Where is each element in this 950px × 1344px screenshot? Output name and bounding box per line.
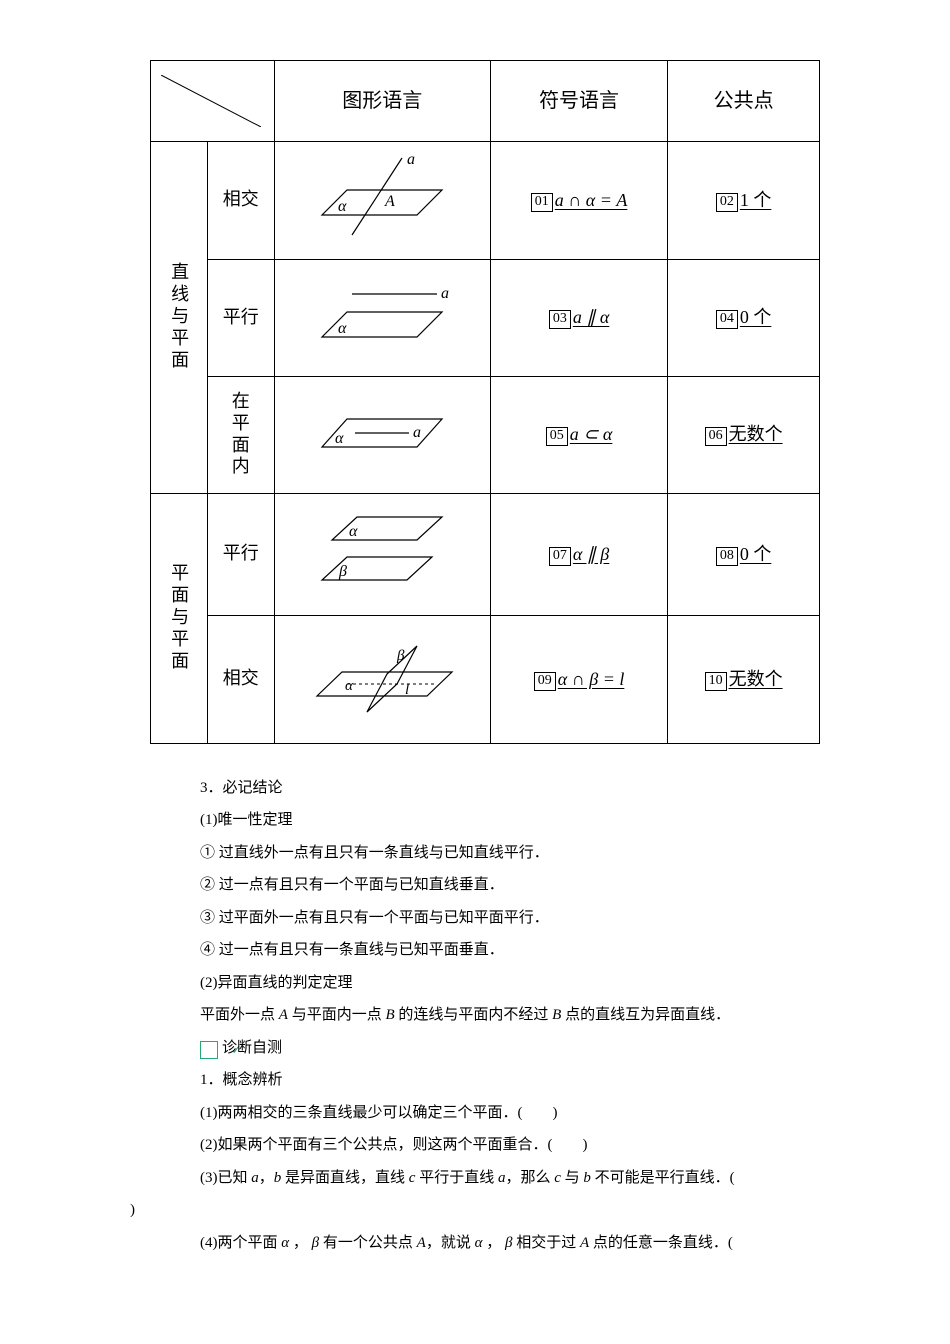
row-line-inside: 在平面内 a α 05a ⊂ α 06无数个 (151, 376, 820, 493)
points-4: 080 个 (668, 493, 820, 616)
symbol-5: 09α ∩ β = l (490, 616, 667, 744)
row-plane-intersect: 相交 α β l 09α ∩ β = l 10无数个 (151, 616, 820, 744)
s3-2-body: 平面外一点 A 与平面内一点 B 的连线与平面内不经过 B 点的直线互为异面直线… (170, 1001, 840, 1030)
header-points: 公共点 (668, 61, 820, 142)
q1-2: (2)如果两个平面有三个公共点，则这两个平面重合．( ) (170, 1131, 840, 1160)
header-symbol: 符号语言 (490, 61, 667, 142)
s3-1-1: ① 过直线外一点有且只有一条直线与已知直线平行． (170, 839, 840, 868)
sub-parallel: 平行 (207, 259, 274, 376)
q1-1: (1)两两相交的三条直线最少可以确定三个平面．( ) (170, 1099, 840, 1128)
sub-pp-parallel: 平行 (207, 493, 274, 616)
symbol-1: 01a ∩ α = A (490, 142, 667, 260)
q1-3-close: ) (130, 1196, 870, 1225)
svg-text:l: l (405, 682, 409, 698)
symbol-2: 03a ∥ α (490, 259, 667, 376)
diagram-line-parallel: a α (274, 259, 490, 376)
svg-text:a: a (407, 151, 415, 168)
body-text: 3．必记结论 (1)唯一性定理 ① 过直线外一点有且只有一条直线与已知直线平行．… (170, 774, 840, 1193)
diagram-line-inside: a α (274, 376, 490, 493)
symbol-4: 07α ∥ β (490, 493, 667, 616)
section3-title: 3．必记结论 (170, 774, 840, 803)
s3-1-3: ③ 过平面外一点有且只有一个平面与已知平面平行． (170, 904, 840, 933)
svg-text:a: a (413, 424, 421, 441)
s3-2: (2)异面直线的判定定理 (170, 969, 840, 998)
svg-text:β: β (338, 563, 347, 580)
s3-1-2: ② 过一点有且只有一个平面与已知直线垂直． (170, 871, 840, 900)
q1-3: (3)已知 a，b 是异面直线，直线 c 平行于直线 a，那么 c 与 b 不可… (170, 1164, 840, 1193)
svg-text:β: β (396, 648, 405, 664)
sub-inside: 在平面内 (207, 376, 274, 493)
header-diagram: 图形语言 (274, 61, 490, 142)
relations-table: 图形语言 符号语言 公共点 直线与平面 相交 a A α 01a ∩ α = A… (150, 60, 820, 744)
q1-4: (4)两个平面 α ， β 有一个公共点 A，就说 α ， β 相交于过 A 点… (170, 1229, 840, 1258)
svg-text:α: α (349, 523, 358, 540)
svg-text:α: α (338, 198, 347, 215)
points-2: 040 个 (668, 259, 820, 376)
symbol-3: 05a ⊂ α (490, 376, 667, 493)
diagram-plane-parallel: α β (274, 493, 490, 616)
q1-title: 1．概念辨析 (170, 1066, 840, 1095)
diag-title: ✓诊断自测 (170, 1034, 840, 1063)
row-line-intersect: 直线与平面 相交 a A α 01a ∩ α = A 021 个 (151, 142, 820, 260)
s3-1-4: ④ 过一点有且只有一条直线与已知平面垂直． (170, 936, 840, 965)
group-plane-plane: 平面与平面 (151, 493, 208, 743)
svg-text:α: α (338, 320, 347, 337)
svg-text:α: α (335, 430, 344, 447)
row-plane-parallel: 平面与平面 平行 α β 07α ∥ β 080 个 (151, 493, 820, 616)
svg-text:α: α (345, 678, 354, 694)
s3-1: (1)唯一性定理 (170, 806, 840, 835)
svg-text:a: a (441, 285, 449, 302)
points-1: 021 个 (668, 142, 820, 260)
diagram-line-intersect: a A α (274, 142, 490, 260)
sub-intersect: 相交 (207, 142, 274, 260)
points-3: 06无数个 (668, 376, 820, 493)
diagonal-header (151, 61, 275, 142)
check-icon: ✓ (200, 1041, 218, 1059)
diagram-plane-intersect: α β l (274, 616, 490, 744)
group-line-plane: 直线与平面 (151, 142, 208, 494)
body-text-2: (4)两个平面 α ， β 有一个公共点 A，就说 α ， β 相交于过 A 点… (170, 1229, 840, 1258)
sub-pp-intersect: 相交 (207, 616, 274, 744)
header-row: 图形语言 符号语言 公共点 (151, 61, 820, 142)
row-line-parallel: 平行 a α 03a ∥ α 040 个 (151, 259, 820, 376)
svg-text:A: A (384, 193, 395, 210)
points-5: 10无数个 (668, 616, 820, 744)
